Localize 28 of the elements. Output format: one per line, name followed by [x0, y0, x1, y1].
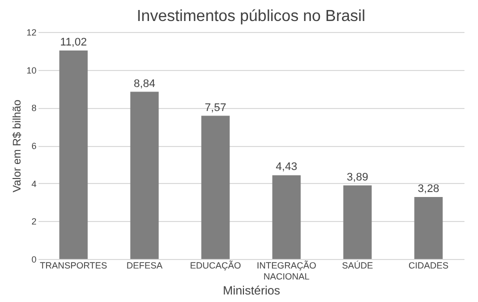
y-tick-label: 8 [31, 103, 36, 114]
y-tick-label: 4 [31, 178, 36, 189]
y-tick-label: 2 [31, 216, 36, 227]
data-label: 8,84 [134, 78, 156, 90]
x-tick-label: CIDADES [408, 260, 449, 270]
bar [343, 185, 372, 259]
bar [414, 196, 443, 259]
x-tick-label: INTEGRAÇÃO NACIONAL [256, 260, 316, 282]
y-tick-label: 10 [26, 65, 36, 76]
x-tick-label: SAÚDE [342, 260, 374, 270]
data-label: 3,28 [418, 182, 440, 195]
bar [272, 175, 301, 259]
data-label: 3,89 [346, 171, 368, 184]
x-axis-title: Ministérios [222, 284, 280, 298]
x-tick-label: TRANSPORTES [40, 260, 108, 270]
y-tick-label: 12 [26, 28, 36, 38]
y-tick-label: 6 [31, 141, 36, 151]
chart-title: Investimentos públicos no Brasil [136, 8, 366, 25]
bar [130, 92, 159, 259]
y-axis-title: Valor em R$ bilhão [11, 100, 24, 192]
data-label: 4,43 [276, 161, 298, 174]
y-tick-label: 0 [31, 254, 36, 264]
bar [59, 50, 88, 259]
x-tick-label: DEFESA [126, 260, 163, 270]
data-label: 7,57 [204, 102, 226, 114]
x-tick-label: EDUCAÇÃO [190, 260, 242, 270]
bar [201, 116, 230, 259]
data-label: 11,02 [60, 36, 87, 49]
